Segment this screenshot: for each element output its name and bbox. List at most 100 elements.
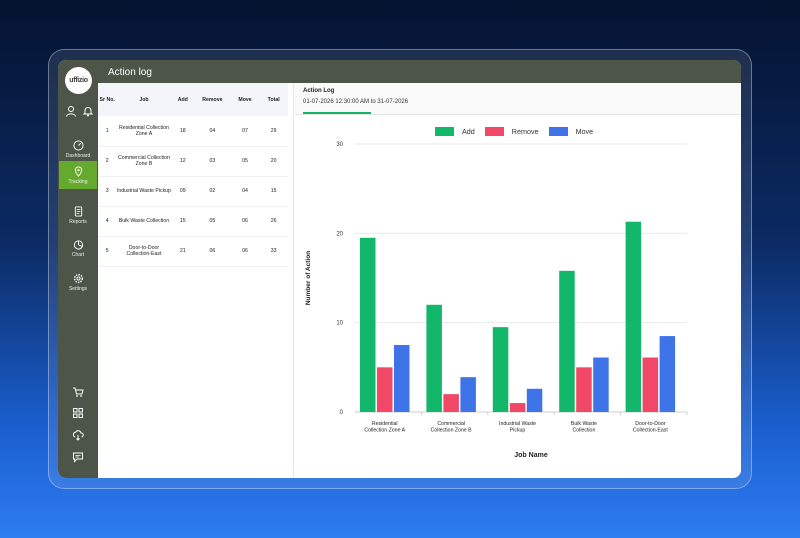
cell-move: 05 bbox=[230, 146, 260, 177]
cell-remove: 06 bbox=[194, 236, 231, 267]
sidebar-item-label: Tracking bbox=[68, 178, 88, 185]
sidebar-item-settings[interactable]: Settings bbox=[58, 268, 98, 296]
table-row[interactable]: 5 Door-to-Door Collection-East 21 06 06 … bbox=[98, 236, 288, 267]
legend-swatch bbox=[484, 127, 504, 136]
bar-add bbox=[559, 270, 575, 412]
table-row[interactable]: 4 Bulk Waste Collection 15 05 06 26 bbox=[98, 206, 288, 237]
x-tick-label: Door-to-Door Collection-East bbox=[633, 421, 668, 434]
legend-swatch bbox=[435, 127, 454, 136]
tab-active-indicator bbox=[303, 112, 371, 114]
column-header-sr[interactable]: Sr No. bbox=[98, 83, 117, 116]
sidebar-item-label: Dashboard bbox=[65, 152, 91, 159]
legend-item-add[interactable]: Add bbox=[435, 127, 475, 136]
cell-job: Residential Collection Zone A bbox=[116, 116, 172, 147]
gear-icon bbox=[73, 273, 83, 283]
x-tick-label: Commercial Collection Zone B bbox=[431, 421, 472, 434]
cell-sr: 5 bbox=[98, 236, 117, 267]
legend-label: Move bbox=[575, 127, 594, 136]
cell-remove: 03 bbox=[194, 146, 231, 177]
chat-icon[interactable] bbox=[72, 451, 84, 463]
bar-remove bbox=[443, 394, 459, 412]
cell-add: 09 bbox=[171, 176, 194, 207]
sidebar-item-label: Reports bbox=[69, 218, 87, 225]
table-row[interactable]: 1 Residential Collection Zone A 18 04 07… bbox=[98, 116, 288, 147]
bar-remove bbox=[377, 367, 393, 412]
bar-chart: 0 10 20 30 Residential Collection Zone A Comme… bbox=[305, 142, 688, 459]
bar-add bbox=[426, 304, 442, 412]
sidebar-item-tracking[interactable]: Tracking bbox=[59, 161, 97, 189]
y-tick-label: 20 bbox=[336, 231, 343, 237]
sidebar: uffizio Dashboard Tracking Reports Chart… bbox=[58, 60, 98, 478]
bar-remove bbox=[642, 357, 659, 412]
legend-label: Add bbox=[462, 127, 475, 136]
sidebar-item-reports[interactable]: Reports bbox=[58, 201, 98, 229]
cell-total: 33 bbox=[259, 236, 288, 267]
bar-move bbox=[394, 345, 410, 412]
y-tick-label: 10 bbox=[336, 321, 343, 327]
cell-remove: 04 bbox=[194, 116, 231, 147]
bar-add bbox=[492, 327, 509, 412]
gauge-icon bbox=[72, 139, 84, 151]
sidebar-top-icons bbox=[62, 105, 96, 119]
action-table-panel: Sr No. Job Add Remove Move Total 1 Resid… bbox=[98, 83, 294, 478]
bar-move bbox=[460, 377, 476, 412]
location-pin-icon bbox=[74, 166, 82, 177]
column-header-job[interactable]: Job bbox=[116, 83, 172, 116]
bar-move bbox=[593, 357, 609, 412]
pie-chart-icon bbox=[73, 239, 83, 250]
grid-icon[interactable] bbox=[72, 407, 84, 419]
sidebar-item-label: Settings bbox=[68, 285, 88, 292]
sidebar-item-chart[interactable]: Chart bbox=[58, 234, 98, 262]
bar-move bbox=[659, 336, 676, 412]
column-header-add[interactable]: Add bbox=[171, 83, 194, 116]
table-header-row: Sr No. Job Add Remove Move Total bbox=[98, 83, 288, 116]
user-icon[interactable] bbox=[65, 105, 77, 117]
cell-total: 26 bbox=[259, 206, 288, 237]
cell-add: 15 bbox=[171, 206, 194, 237]
cell-remove: 05 bbox=[194, 206, 231, 237]
cell-sr: 2 bbox=[98, 146, 117, 177]
cell-total: 15 bbox=[259, 176, 288, 207]
y-tick-label: 0 bbox=[340, 410, 344, 416]
cloud-download-icon[interactable] bbox=[72, 429, 84, 441]
bar-remove bbox=[509, 403, 526, 412]
cell-move: 04 bbox=[230, 176, 260, 207]
bell-icon[interactable] bbox=[82, 105, 94, 117]
cell-job: Door-to-Door Collection-East bbox=[116, 236, 172, 267]
cell-add: 21 bbox=[171, 236, 194, 267]
cell-job: Industrial Waste Pickup bbox=[116, 176, 172, 207]
cell-job: Commercial Collection Zone B bbox=[116, 146, 172, 177]
cell-move: 07 bbox=[230, 116, 260, 147]
x-tick-label: Residential Collection Zone A bbox=[364, 421, 405, 434]
tab-bar: Action Log 01-07-2026 12:30:00 AM to 31-… bbox=[295, 83, 741, 115]
column-header-remove[interactable]: Remove bbox=[194, 83, 231, 116]
app-window: uffizio Dashboard Tracking Reports Chart… bbox=[58, 60, 741, 478]
cell-total: 29 bbox=[259, 116, 288, 147]
cell-total: 20 bbox=[259, 146, 288, 177]
sidebar-item-label: Chart bbox=[71, 251, 85, 258]
x-tick-label: Bulk Waste Collection bbox=[571, 421, 597, 434]
column-header-move[interactable]: Move bbox=[230, 83, 260, 116]
table-row[interactable]: 2 Commercial Collection Zone B 12 03 05 … bbox=[98, 146, 288, 177]
sidebar-item-dashboard[interactable]: Dashboard bbox=[58, 135, 98, 163]
table-row[interactable]: 3 Industrial Waste Pickup 09 02 04 15 bbox=[98, 176, 288, 207]
chart-panel: Action Log 01-07-2026 12:30:00 AM to 31-… bbox=[295, 83, 741, 478]
cell-add: 12 bbox=[171, 146, 194, 177]
page-title: Action log bbox=[108, 67, 152, 78]
cell-sr: 3 bbox=[98, 176, 117, 207]
column-header-total[interactable]: Total bbox=[259, 83, 288, 116]
legend-item-move[interactable]: Move bbox=[548, 127, 594, 136]
legend-item-remove[interactable]: Remove bbox=[484, 127, 539, 136]
legend-swatch bbox=[548, 127, 568, 136]
bar-move bbox=[526, 388, 543, 412]
date-range: 01-07-2026 12:30:00 AM to 31-07-2026 bbox=[303, 99, 409, 105]
action-table: Sr No. Job Add Remove Move Total 1 Resid… bbox=[98, 83, 288, 267]
document-icon bbox=[74, 205, 82, 217]
logo: uffizio bbox=[65, 67, 92, 94]
y-tick-label: 30 bbox=[336, 142, 343, 148]
bar-remove bbox=[576, 367, 592, 412]
tab-action-log[interactable]: Action Log bbox=[303, 88, 335, 94]
cell-sr: 4 bbox=[98, 206, 117, 237]
cell-sr: 1 bbox=[98, 116, 117, 147]
cart-icon[interactable] bbox=[72, 386, 84, 398]
